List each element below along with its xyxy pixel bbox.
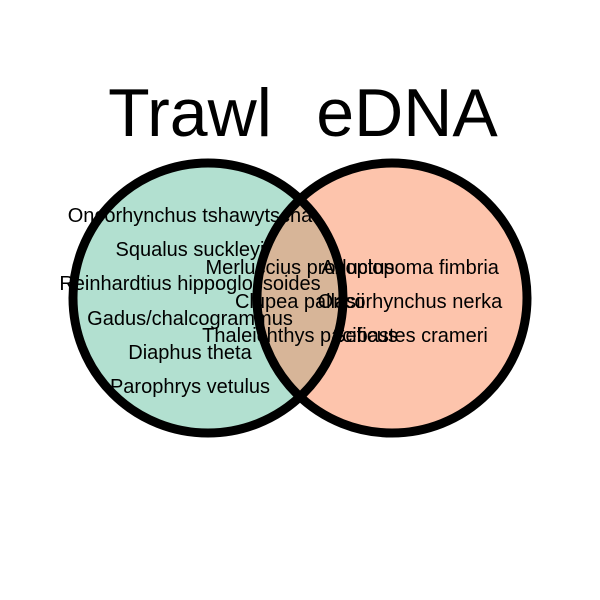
species-label: Gadus/chalcogrammus — [87, 308, 293, 330]
species-label: Reinhardtius hippoglossoides — [59, 273, 320, 295]
species-label: Sebastes crameri — [332, 325, 488, 347]
species-label: Parophrys vetulus — [110, 376, 270, 398]
species-label: Squalus suckleyi — [116, 239, 265, 261]
species-label: Diaphus theta — [128, 342, 252, 364]
trawl-title: Trawl — [108, 75, 272, 151]
species-label: Thaleichthys pacificus — [202, 325, 398, 347]
edna-title: eDNA — [316, 75, 498, 151]
species-label: Anoplopoma fimbria — [321, 257, 500, 279]
species-label: Merluccius productus — [206, 257, 395, 279]
edna-circle-outline — [252, 158, 532, 438]
species-label: Oncorhynchus tshawytscha — [68, 205, 313, 227]
species-label: Oncorhynchus nerka — [318, 291, 503, 313]
trawl-circle-outline — [68, 158, 348, 438]
species-label: Clupea pallasii — [235, 291, 365, 313]
